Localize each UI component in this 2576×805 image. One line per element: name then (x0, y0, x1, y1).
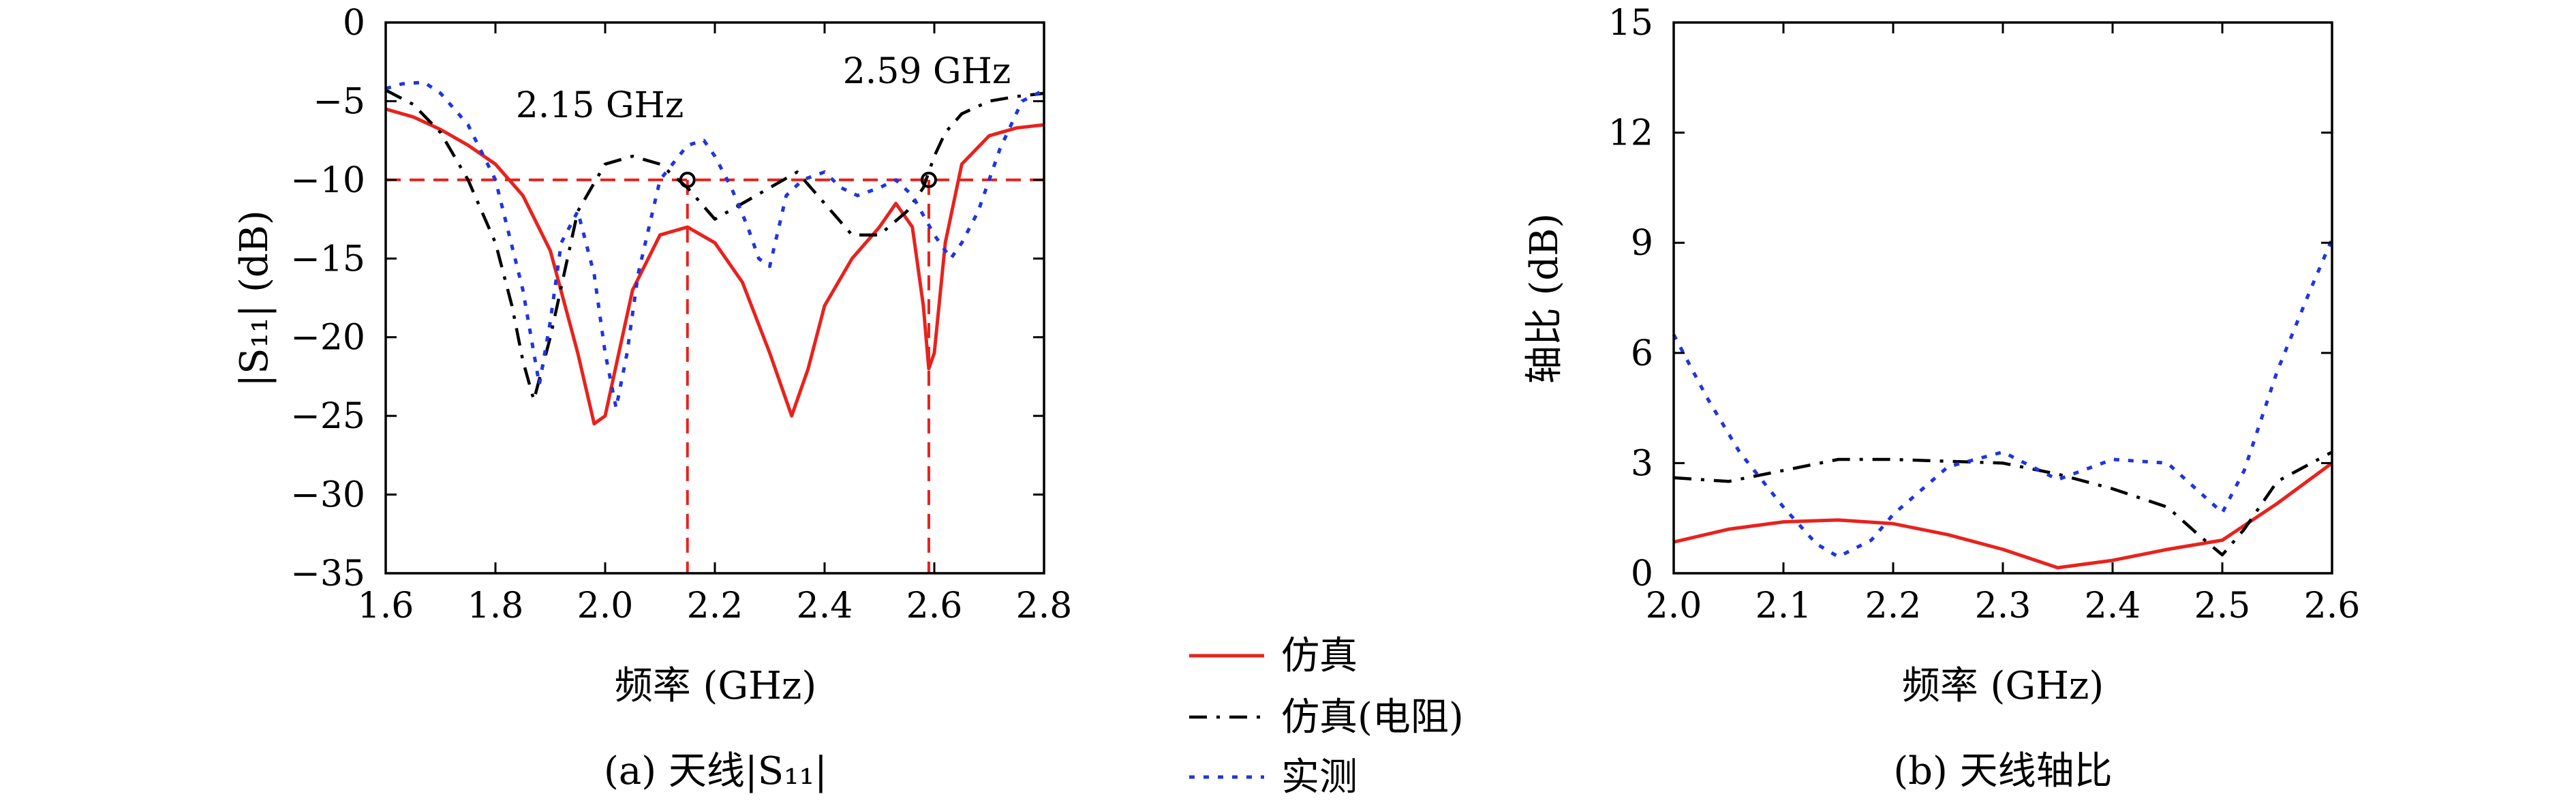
ar-xtick-label: 2.6 (2304, 586, 2361, 626)
s11-xtick-label: 1.8 (467, 586, 524, 626)
ar-ytick-label: 15 (1608, 3, 1653, 44)
s11-xtick-label: 2.2 (687, 586, 743, 626)
s11-plot-area (384, 80, 1045, 573)
ar-xtick-label: 2.3 (1975, 586, 2031, 626)
legend-label-simulation: 仿真 (1281, 634, 1358, 678)
ar-series-simulation (1673, 461, 2333, 570)
legend: 仿真 仿真(电阻) 实测 (1189, 634, 1464, 800)
s11-ytick-label: −20 (290, 318, 365, 359)
s11-xtick-label: 2.6 (906, 586, 963, 626)
s11-ytick-label: −35 (290, 553, 365, 594)
s11-axes: 1.6 1.8 2.0 2.2 2.4 2.6 2.8 0 −5 −10 −15 −20 −25 −30 −… (290, 3, 1072, 626)
caption-a: (a) 天线|S₁₁| (604, 749, 827, 793)
ar-y-axis-label: 轴比 (dB) (1522, 213, 1567, 384)
s11-ytick-label: 0 (343, 3, 365, 44)
ar-xtick-label: 2.4 (2085, 586, 2141, 626)
s11-marker-point-1 (920, 171, 937, 188)
ar-xtick-label: 2.5 (2194, 586, 2251, 626)
ar-ytick-label: 0 (1631, 553, 1653, 594)
s11-ytick-label: −5 (313, 81, 365, 122)
legend-label-simulation-resistor: 仿真(电阻) (1281, 695, 1464, 740)
ar-axes: 2.0 2.1 2.2 2.3 2.4 2.5 2.6 0 3 6 9 12 15 (1608, 3, 2361, 626)
legend-label-measured: 实测 (1281, 755, 1358, 800)
s11-xtick-label: 2.4 (797, 586, 853, 626)
ar-ytick-label: 9 (1631, 223, 1653, 264)
ar-plot-frame (1672, 21, 2333, 575)
ar-ytick-label: 6 (1631, 333, 1653, 374)
legend-entry-simulation: 仿真 (1189, 634, 1358, 678)
ar-series-measured (1672, 238, 2334, 559)
s11-xtick-label: 2.8 (1016, 586, 1073, 626)
ar-plot-area (1672, 238, 2334, 570)
s11-ytick-label: −15 (290, 239, 365, 279)
s11-ytick-label: −25 (290, 396, 365, 437)
legend-entry-measured: 实测 (1189, 755, 1358, 800)
s11-xtick-label: 2.0 (577, 586, 634, 626)
ar-ytick-label: 12 (1608, 113, 1653, 154)
s11-series-simulation (385, 107, 1045, 426)
s11-xtick-label: 1.6 (358, 586, 414, 626)
marker-label-2-15: 2.15 GHz (516, 85, 684, 126)
panel-axial-ratio: 2.0 2.1 2.2 2.3 2.4 2.5 2.6 0 3 6 9 12 15 频率 (GHz) 轴… (1522, 3, 2360, 793)
s11-y-axis-label: |S₁₁| (dB) (232, 210, 277, 387)
ar-ytick-label: 3 (1631, 443, 1653, 484)
ar-series-simulation-resistor (1673, 451, 2333, 557)
ar-xtick-label: 2.1 (1755, 586, 1812, 626)
marker-label-2-59: 2.59 GHz (843, 51, 1011, 92)
caption-b: (b) 天线轴比 (1893, 749, 2112, 793)
ar-xtick-label: 2.2 (1865, 586, 1922, 626)
s11-marker-point-0 (679, 171, 696, 188)
legend-entry-simulation-resistor: 仿真(电阻) (1189, 695, 1464, 740)
panel-s11: 1.6 1.8 2.0 2.2 2.4 2.6 2.8 0 −5 −10 −15 −20 −25 −30 −… (232, 3, 1072, 793)
s11-series-measured (385, 80, 1045, 410)
s11-x-axis-label: 频率 (GHz) (615, 664, 817, 708)
s11-ytick-label: −30 (290, 475, 365, 516)
ar-xtick-label: 2.0 (1646, 586, 1702, 626)
s11-plot-frame (384, 21, 1045, 575)
ar-x-axis-label: 频率 (GHz) (1902, 664, 2104, 708)
s11-ytick-label: −10 (290, 160, 365, 201)
s11-series-simulation-resistor (384, 89, 1045, 402)
